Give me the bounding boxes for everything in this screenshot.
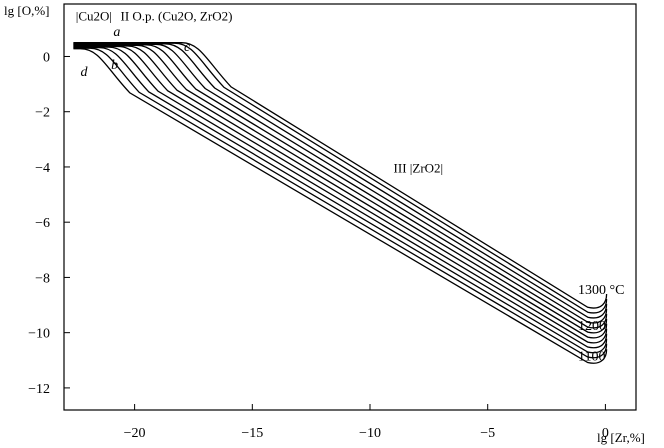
- y-tick-label: −8: [35, 271, 50, 286]
- y-tick-label: −12: [28, 382, 50, 397]
- series-curve-1: [73, 48, 608, 364]
- x-tick-label: 0: [602, 426, 609, 441]
- series-curve-12: [73, 42, 608, 309]
- region-label-3: III |ZrO2|: [394, 160, 444, 175]
- point-label-d: d: [80, 65, 88, 80]
- series-curve-4: [73, 46, 608, 349]
- temperature-label-1: 1300 °C: [578, 283, 624, 298]
- curve-group: [73, 42, 608, 364]
- series-curve-7: [73, 44, 608, 334]
- point-label-a: a: [113, 25, 120, 40]
- y-tick-label: −10: [28, 327, 50, 342]
- series-curve-3: [73, 46, 608, 354]
- x-tick-label: −15: [241, 426, 263, 441]
- series-curve-5: [73, 45, 608, 344]
- plot-frame: [63, 3, 637, 411]
- point-label-c: c: [184, 40, 191, 55]
- point-label-b: b: [111, 58, 118, 73]
- y-tick-label: 0: [43, 50, 50, 65]
- series-curve-10: [73, 43, 608, 319]
- region-label-1: |Cu2O|: [76, 9, 112, 24]
- temperature-label-3: 1100: [578, 349, 605, 364]
- series-curve-6: [73, 45, 608, 339]
- series-curve-11: [73, 42, 608, 314]
- tick-group: −20 −15 −10 −5 0 0 −2 −4 −6 −8 −10 −12: [28, 50, 609, 441]
- series-curve-8: [73, 44, 608, 329]
- y-axis-label: lg [O,%]: [4, 3, 50, 18]
- series-curve-9: [73, 43, 608, 324]
- temperature-label-2: 1200: [578, 319, 606, 334]
- x-tick-label: −5: [480, 426, 495, 441]
- y-tick-label: −2: [35, 106, 50, 121]
- y-tick-label: −4: [35, 161, 50, 176]
- x-tick-label: −20: [124, 426, 146, 441]
- x-tick-label: −10: [359, 426, 381, 441]
- annotation-group: |Cu2O| II O.p. (Cu2O, ZrO2) III |ZrO2| a b c d…: [76, 9, 625, 365]
- series-curve-2: [73, 47, 608, 359]
- x-axis-label: lg [Zr,%]: [597, 430, 645, 445]
- y-tick-label: −6: [35, 216, 50, 231]
- region-label-2: II O.p. (Cu2O, ZrO2): [120, 9, 232, 24]
